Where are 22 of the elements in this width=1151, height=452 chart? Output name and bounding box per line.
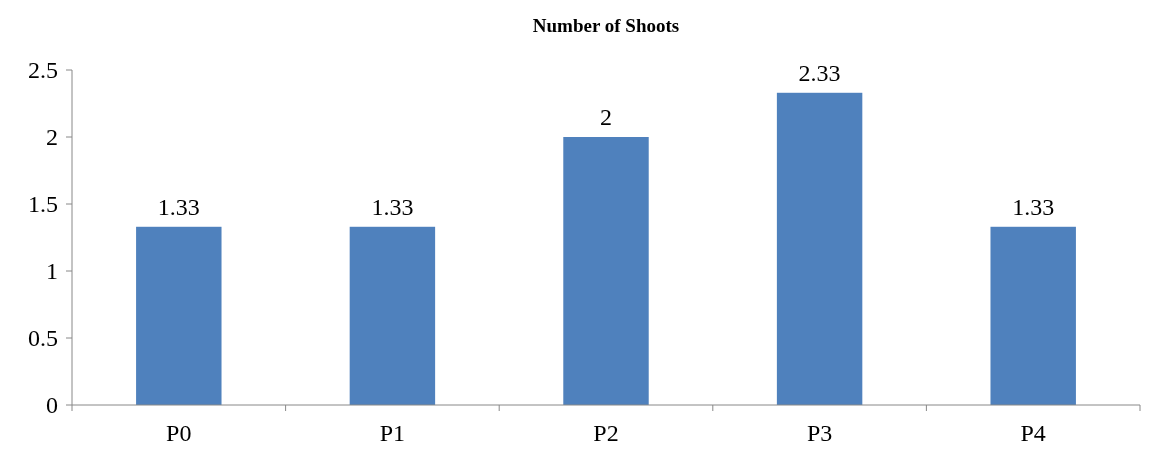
bar [776, 92, 863, 405]
y-tick-label: 0 [46, 392, 58, 419]
data-label: 1.33 [1012, 193, 1055, 220]
chart-title: Number of Shoots [532, 15, 680, 36]
x-tick-label: P2 [593, 420, 619, 446]
y-tick-label: 1 [46, 258, 58, 285]
data-label: 1.33 [157, 193, 200, 220]
bar [349, 226, 436, 405]
y-tick-label: 0.5 [28, 325, 58, 352]
x-tick-label: P4 [1020, 420, 1046, 446]
y-tick-label: 1.5 [28, 191, 58, 218]
y-tick-label: 2 [46, 124, 58, 151]
bar [563, 137, 649, 405]
x-tick-label: P1 [379, 420, 406, 446]
data-label: 1.33 [371, 193, 414, 220]
bar [136, 226, 222, 405]
data-label: 2 [600, 104, 612, 130]
x-tick-label: P0 [166, 420, 192, 446]
bar [990, 226, 1076, 405]
x-tick-label: P3 [806, 420, 833, 446]
data-label: 2.33 [798, 59, 841, 86]
y-tick-label: 2.5 [28, 57, 58, 84]
